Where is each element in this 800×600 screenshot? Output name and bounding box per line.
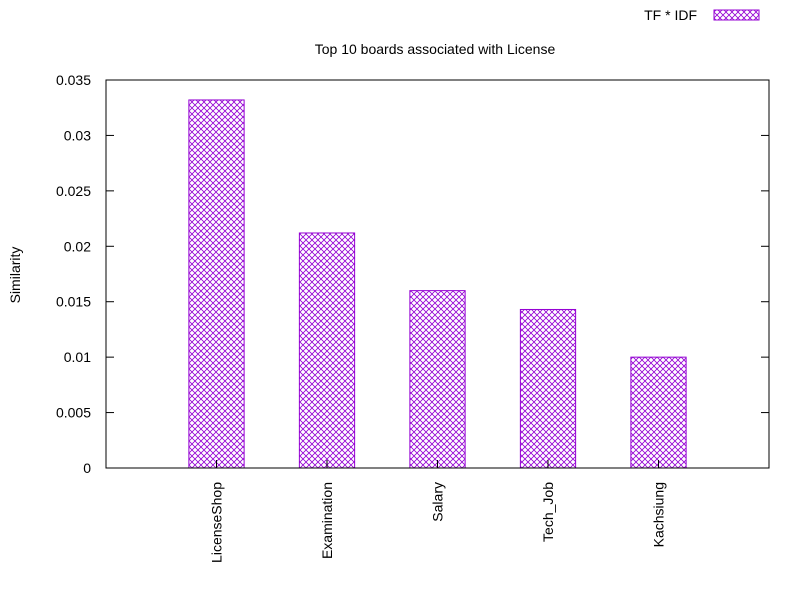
legend: TF * IDF bbox=[644, 7, 760, 23]
x-tick-label: Kachsiung bbox=[651, 482, 667, 547]
x-tick-label: Examination bbox=[319, 482, 335, 559]
plot-frame bbox=[105, 79, 770, 469]
y-tick-label: 0.01 bbox=[64, 349, 91, 365]
y-tick-label: 0.015 bbox=[56, 294, 91, 310]
y-ticks-group: 0 0.005 0.01 0.015 0.02 0.025 0.03 0.035 bbox=[56, 72, 769, 476]
y-tick-label: 0.005 bbox=[56, 405, 91, 421]
x-tick-label: Tech_Job bbox=[540, 482, 556, 542]
bars-group bbox=[188, 99, 687, 469]
y-tick-label: 0.025 bbox=[56, 183, 91, 199]
bar-salary bbox=[409, 290, 466, 469]
x-labels-group: LicenseShop Examination Salary Tech_Job Kach… bbox=[209, 460, 667, 563]
x-tick-label: LicenseShop bbox=[209, 482, 225, 563]
legend-label: TF * IDF bbox=[644, 7, 697, 23]
x-tick-label: Salary bbox=[430, 482, 446, 522]
legend-swatch bbox=[713, 9, 760, 21]
bar-examination bbox=[298, 232, 356, 469]
y-tick-label: 0 bbox=[83, 460, 91, 476]
bar-kachsiung bbox=[630, 356, 687, 469]
chart-title: Top 10 boards associated with License bbox=[315, 41, 556, 57]
bar-tech-job bbox=[519, 308, 577, 469]
y-axis-label: Similarity bbox=[7, 247, 23, 304]
bar-licenseshop bbox=[188, 99, 245, 469]
y-tick-label: 0.035 bbox=[56, 72, 91, 88]
y-tick-label: 0.02 bbox=[64, 238, 91, 254]
y-tick-label: 0.03 bbox=[64, 127, 91, 143]
